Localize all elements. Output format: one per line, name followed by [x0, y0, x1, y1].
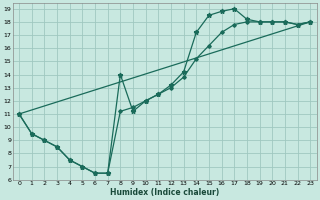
X-axis label: Humidex (Indice chaleur): Humidex (Indice chaleur) — [110, 188, 219, 197]
